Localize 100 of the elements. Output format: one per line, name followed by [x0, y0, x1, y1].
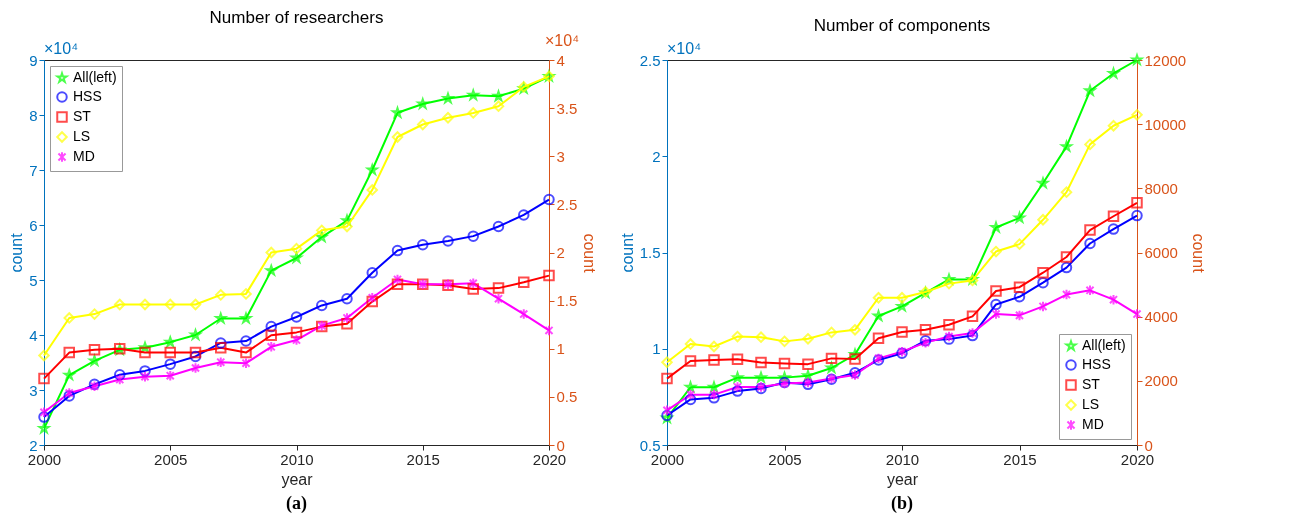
point: [190, 362, 201, 374]
point: [1107, 210, 1120, 222]
point: [778, 357, 791, 370]
point: [1037, 266, 1049, 279]
point: [1037, 276, 1049, 289]
point: [88, 308, 101, 320]
point: [825, 326, 838, 339]
point: [164, 346, 176, 359]
point: [63, 312, 75, 324]
y-tick-label: 4: [29, 326, 38, 344]
point: [266, 341, 276, 353]
point: [1131, 109, 1143, 121]
point: [684, 355, 697, 367]
y2-tick-label: 0.5: [556, 388, 578, 406]
point: [189, 346, 202, 359]
y2-tick-label: 4000: [1144, 308, 1178, 326]
point: [341, 292, 353, 305]
y2-axis-title: count: [581, 233, 599, 274]
point: [341, 317, 353, 330]
chart-title: Number of researchers: [209, 8, 384, 27]
y2-tick-label: 12000: [1144, 51, 1187, 69]
point: [684, 393, 697, 406]
point: [316, 299, 328, 312]
point: [1037, 214, 1049, 226]
point: [802, 333, 814, 345]
point: [1060, 186, 1073, 198]
point: [518, 276, 530, 289]
point: [544, 324, 554, 337]
x-tick-label: 2010: [280, 450, 314, 468]
point: [417, 118, 429, 131]
legend-label: MD: [1082, 416, 1104, 432]
y2-tick-label: 2.5: [556, 195, 578, 213]
y-tick-label: 7: [29, 161, 38, 179]
point: [189, 350, 202, 363]
point: [391, 278, 404, 291]
point: [778, 371, 791, 383]
point: [492, 100, 505, 112]
legend-label: ST: [1082, 376, 1101, 392]
point: [991, 308, 1001, 320]
point: [732, 381, 743, 393]
y2-tick-label: 2000: [1144, 372, 1178, 390]
point: [467, 283, 479, 295]
point: [1107, 223, 1120, 235]
point: [491, 88, 505, 103]
y2-tick-label: 3: [556, 147, 565, 165]
point: [1060, 140, 1073, 152]
point: [731, 371, 744, 383]
y2-tick-label: 6000: [1144, 244, 1178, 261]
point: [661, 372, 673, 385]
point: [1131, 209, 1143, 222]
point: [1014, 309, 1025, 322]
point: [1131, 197, 1143, 209]
point: [990, 285, 1002, 297]
legend-label: HSS: [1082, 356, 1111, 372]
y-axis-title: count: [618, 232, 636, 273]
point: [164, 358, 176, 370]
chart-title: Number of components: [813, 16, 991, 35]
point: [1060, 251, 1073, 263]
x-axis-title: year: [886, 470, 919, 488]
point: [265, 246, 277, 259]
point: [164, 298, 176, 311]
point: [683, 379, 698, 394]
text: (b): [891, 493, 913, 514]
text: ×10⁴: [44, 40, 79, 57]
point: [778, 335, 791, 348]
point: [240, 346, 252, 359]
point: [1084, 224, 1096, 236]
point: [1132, 308, 1142, 320]
point: [38, 372, 50, 385]
point: [391, 244, 404, 257]
point: [240, 335, 252, 347]
point: [114, 369, 126, 381]
point: [139, 298, 151, 311]
y-tick-label: 2: [652, 147, 661, 165]
point: [1107, 120, 1120, 132]
point: [38, 411, 50, 423]
point: [1038, 300, 1048, 313]
point: [708, 392, 720, 404]
point: [492, 220, 505, 233]
point: [919, 324, 932, 336]
point: [442, 112, 454, 124]
y2-tick-label: 10000: [1144, 115, 1187, 133]
point: [265, 320, 277, 333]
point: [990, 245, 1002, 258]
point: [189, 298, 202, 311]
x-tick-label: 2005: [768, 450, 802, 468]
point: [417, 239, 429, 251]
point: [114, 298, 126, 311]
y2-tick-label: 3.5: [556, 99, 578, 117]
legend-label: All(left): [73, 69, 117, 85]
point: [366, 266, 378, 279]
point: [316, 224, 328, 237]
point: [896, 291, 908, 304]
point: [847, 346, 862, 361]
point: [872, 332, 885, 344]
point: [518, 209, 530, 221]
point: [216, 356, 226, 368]
text: (a): [286, 493, 307, 514]
point: [38, 349, 50, 362]
y-tick-label: 3: [29, 381, 38, 399]
